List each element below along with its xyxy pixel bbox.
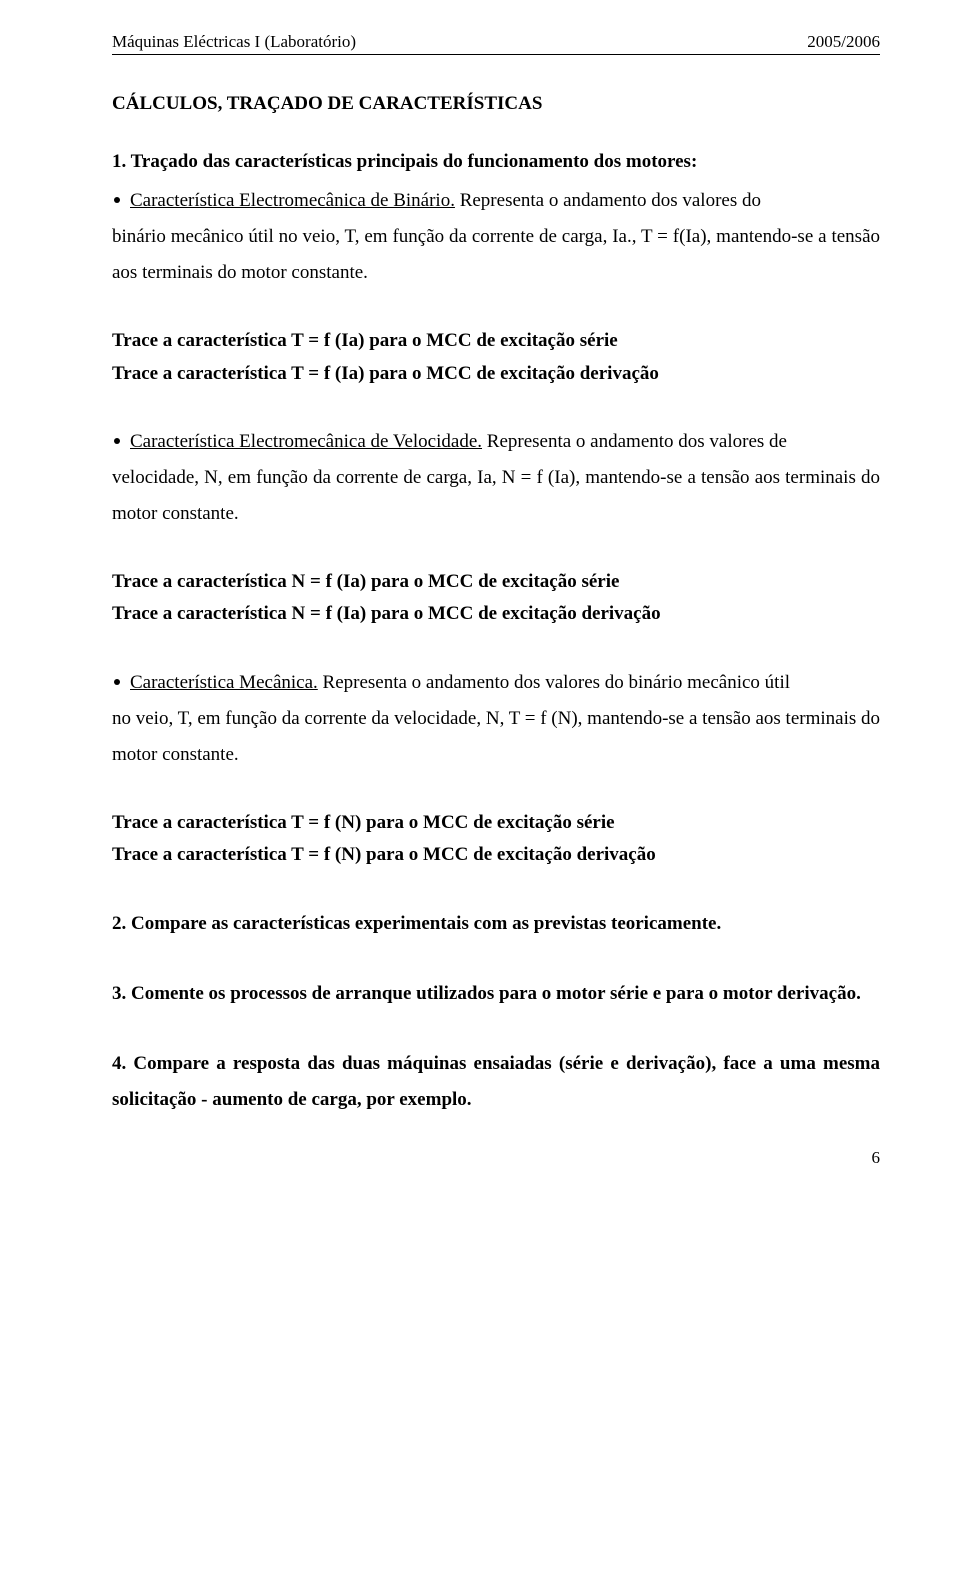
header-rule [112, 54, 880, 55]
item3-continuation: no veio, T, em função da corrente da vel… [112, 701, 880, 773]
item3-trace1: Trace a característica T = f (N) para o … [112, 807, 880, 839]
question-3: 3. Comente os processos de arranque util… [112, 976, 880, 1012]
item3-bullet-rest: Representa o andamento dos valores do bi… [318, 672, 790, 693]
item2-bullet-row: Característica Electromecânica de Veloci… [112, 424, 880, 460]
item2-bullet-rest: Representa o andamento dos valores de [482, 431, 787, 452]
item2-continuation: velocidade, N, em função da corrente de … [112, 460, 880, 532]
item3-trace2: Trace a característica T = f (N) para o … [112, 839, 880, 871]
item1-bullet-underlined: Característica Electromecânica de Binári… [130, 190, 455, 211]
item2-bullet-underlined: Característica Electromecânica de Veloci… [130, 431, 482, 452]
header-left: Máquinas Eléctricas I (Laboratório) [112, 32, 356, 52]
item1-title: 1. Traçado das características principai… [112, 151, 880, 173]
header-right: 2005/2006 [807, 32, 880, 52]
section-title: CÁLCULOS, TRAÇADO DE CARACTERÍSTICAS [112, 93, 880, 115]
item3-bullet-underlined: Característica Mecânica. [130, 672, 318, 693]
bullet-icon [114, 679, 120, 685]
bullet-icon [114, 438, 120, 444]
item2-trace2: Trace a característica N = f (Ia) para o… [112, 598, 880, 630]
question-4: 4. Compare a resposta das duas máquinas … [112, 1046, 880, 1118]
item3-bullet-row: Característica Mecânica. Representa o an… [112, 665, 880, 701]
item1-continuation: binário mecânico útil no veio, T, em fun… [112, 219, 880, 291]
item1-bullet-rest: Representa o andamento dos valores do [455, 190, 761, 211]
item2-trace1: Trace a característica N = f (Ia) para o… [112, 566, 880, 598]
item1-trace1: Trace a característica T = f (Ia) para o… [112, 325, 880, 357]
item1-trace2: Trace a característica T = f (Ia) para o… [112, 358, 880, 390]
bullet-icon [114, 197, 120, 203]
question-2: 2. Compare as características experiment… [112, 906, 880, 942]
item1-bullet-row: Característica Electromecânica de Binári… [112, 183, 880, 219]
page-number: 6 [112, 1148, 880, 1168]
